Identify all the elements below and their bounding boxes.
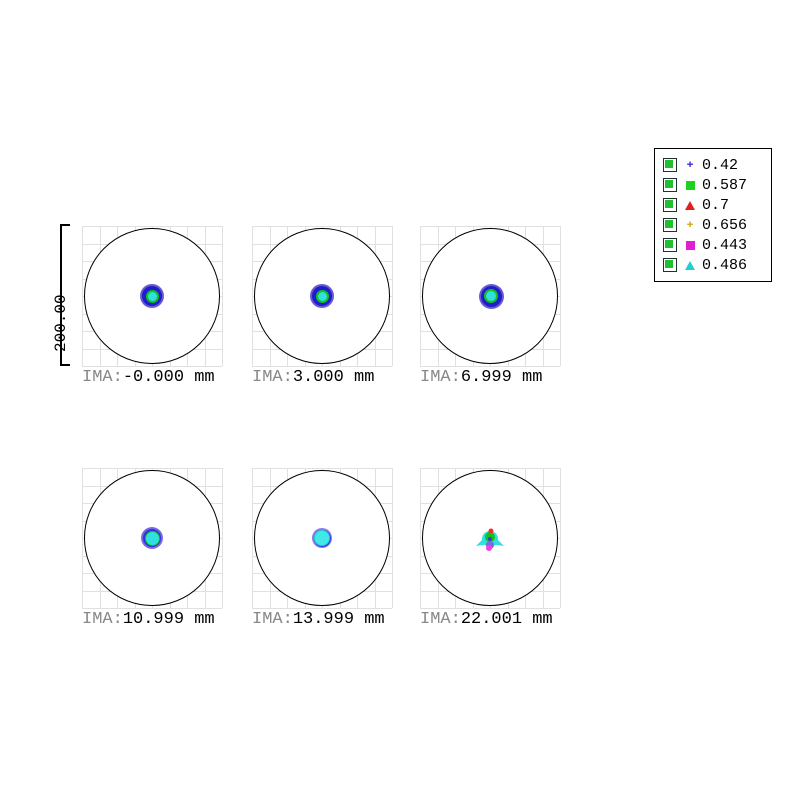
legend-marker-tri-up-icon xyxy=(683,198,697,212)
caption-suffix: mm xyxy=(184,368,215,387)
caption-suffix: mm xyxy=(512,368,543,387)
caption-value: -0.000 xyxy=(123,368,184,387)
panel-caption: IMA:13.999 mm xyxy=(252,610,385,629)
legend-checkbox-icon xyxy=(663,158,677,172)
caption-suffix: mm xyxy=(354,610,385,629)
legend-checkbox-icon xyxy=(663,238,677,252)
spot-aberrated xyxy=(420,468,560,608)
wavelength-legend: ✚ 0.42 0.587 0.7 ✚ 0.656 0.443 0.486 xyxy=(654,148,772,282)
legend-marker-plus-icon: ✚ xyxy=(683,218,697,232)
legend-label: 0.486 xyxy=(702,257,747,274)
spot-panel-0-2: IMA:6.999 mm xyxy=(420,226,560,366)
legend-checkbox-icon xyxy=(663,258,677,272)
panel-caption: IMA:6.999 mm xyxy=(420,368,542,387)
caption-suffix: mm xyxy=(522,610,553,629)
legend-marker-square-icon xyxy=(683,238,697,252)
legend-checkbox-icon xyxy=(663,198,677,212)
panel-caption: IMA:10.999 mm xyxy=(82,610,215,629)
legend-label: 0.587 xyxy=(702,177,747,194)
legend-checkbox-icon xyxy=(663,178,677,192)
legend-label: 0.7 xyxy=(702,197,729,214)
caption-prefix: IMA: xyxy=(82,610,123,629)
legend-item-4: 0.443 xyxy=(663,235,761,255)
legend-item-0: ✚ 0.42 xyxy=(663,155,761,175)
spot-diagram-figure: 200.00 ✚ 0.42 0.587 0.7 ✚ 0.656 0.443 0.486 IMA… xyxy=(0,0,800,800)
panel-caption: IMA:3.000 mm xyxy=(252,368,374,387)
caption-value: 13.999 xyxy=(293,610,354,629)
caption-prefix: IMA: xyxy=(420,610,461,629)
caption-value: 10.999 xyxy=(123,610,184,629)
caption-value: 3.000 xyxy=(293,368,344,387)
legend-checkbox-icon xyxy=(663,218,677,232)
scale-label: 200.00 xyxy=(52,294,70,352)
caption-prefix: IMA: xyxy=(252,368,293,387)
legend-label: 0.656 xyxy=(702,217,747,234)
legend-marker-tri-up-icon xyxy=(683,258,697,272)
legend-marker-plus-icon: ✚ xyxy=(683,158,697,172)
spot-panel-1-2: IMA:22.001 mm xyxy=(420,468,560,608)
legend-label: 0.443 xyxy=(702,237,747,254)
legend-item-3: ✚ 0.656 xyxy=(663,215,761,235)
spot-panel-0-1: IMA:3.000 mm xyxy=(252,226,392,366)
spot-panel-1-0: IMA:10.999 mm xyxy=(82,468,222,608)
spot-panel-1-1: IMA:13.999 mm xyxy=(252,468,392,608)
spot-panel-0-0: IMA:-0.000 mm xyxy=(82,226,222,366)
caption-value: 22.001 xyxy=(461,610,522,629)
caption-prefix: IMA: xyxy=(420,368,461,387)
caption-value: 6.999 xyxy=(461,368,512,387)
legend-label: 0.42 xyxy=(702,157,738,174)
caption-suffix: mm xyxy=(184,610,215,629)
panel-caption: IMA:22.001 mm xyxy=(420,610,553,629)
legend-item-2: 0.7 xyxy=(663,195,761,215)
caption-prefix: IMA: xyxy=(252,610,293,629)
caption-prefix: IMA: xyxy=(82,368,123,387)
legend-marker-square-icon xyxy=(683,178,697,192)
caption-suffix: mm xyxy=(344,368,375,387)
panel-caption: IMA:-0.000 mm xyxy=(82,368,215,387)
legend-item-5: 0.486 xyxy=(663,255,761,275)
legend-item-1: 0.587 xyxy=(663,175,761,195)
